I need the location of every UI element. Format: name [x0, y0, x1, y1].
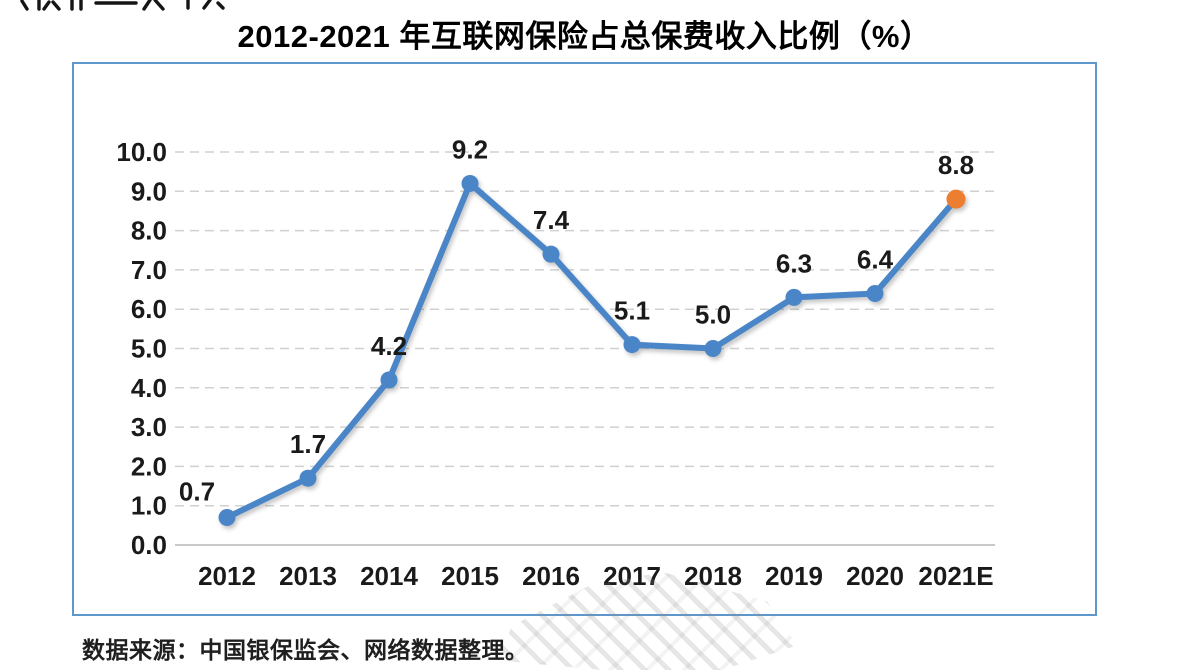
source-note: 数据来源：中国银保监会、网络数据整理。 — [82, 637, 529, 663]
data-point-label: 8.8 — [938, 150, 974, 180]
y-tick-label: 0.0 — [131, 530, 167, 560]
y-tick-label: 5.0 — [131, 334, 167, 364]
y-tick-label: 7.0 — [131, 255, 167, 285]
data-point-marker — [218, 508, 236, 526]
data-point-marker — [542, 245, 560, 263]
data-point-label: 4.2 — [371, 331, 407, 361]
data-point-label: 6.4 — [857, 244, 894, 274]
data-point-marker-forecast — [946, 189, 966, 209]
data-point-marker — [461, 174, 479, 192]
data-point-marker — [623, 336, 641, 354]
y-tick-label: 8.0 — [131, 216, 167, 246]
data-series — [218, 174, 966, 526]
data-line — [224, 180, 959, 521]
y-tick-label: 10.0 — [116, 137, 167, 167]
x-tick-label: 2016 — [522, 561, 580, 591]
data-point-label: 1.7 — [290, 429, 326, 459]
chart-title: 2012-2021 年互联网保险占总保费收入比例（%） — [237, 19, 932, 54]
x-tick-label: 2018 — [684, 561, 742, 591]
data-point-label: 5.0 — [695, 300, 731, 330]
x-tick-label: 2013 — [279, 561, 337, 591]
data-point-label: 9.2 — [452, 134, 488, 164]
y-tick-label: 9.0 — [131, 176, 167, 206]
x-tick-label: 2021E — [918, 561, 993, 591]
data-point-marker — [866, 284, 884, 302]
y-tick-label: 1.0 — [131, 491, 167, 521]
clipped-text-strokes — [20, 0, 225, 11]
line-chart-svg: 0.0 1.0 2.0 3.0 4.0 5.0 6.0 7.0 8.0 9.0 10.0 2012 20… — [116, 134, 995, 591]
x-tick-label: 2020 — [846, 561, 904, 591]
data-point-label: 7.4 — [533, 205, 570, 235]
data-point-label: 0.7 — [179, 476, 215, 506]
data-point-marker — [785, 288, 803, 306]
data-point-label: 5.1 — [614, 296, 650, 326]
x-tick-label: 2014 — [360, 561, 418, 591]
clipped-text-fragment — [8, 0, 248, 14]
chart-frame: 0.0 1.0 2.0 3.0 4.0 5.0 6.0 7.0 8.0 9.0 10.0 2012 20… — [72, 62, 1097, 616]
x-tick-label: 2015 — [441, 561, 499, 591]
y-tick-label: 6.0 — [131, 294, 167, 324]
y-tick-label: 3.0 — [131, 412, 167, 442]
x-tick-label: 2012 — [198, 561, 256, 591]
y-tick-label: 2.0 — [131, 451, 167, 481]
data-point-label: 6.3 — [776, 248, 812, 278]
y-tick-label: 4.0 — [131, 373, 167, 403]
data-point-marker — [380, 371, 398, 389]
data-point-marker — [299, 469, 317, 487]
x-tick-label: 2017 — [603, 561, 661, 591]
data-point-marker — [704, 340, 722, 357]
x-tick-label: 2019 — [765, 561, 823, 591]
